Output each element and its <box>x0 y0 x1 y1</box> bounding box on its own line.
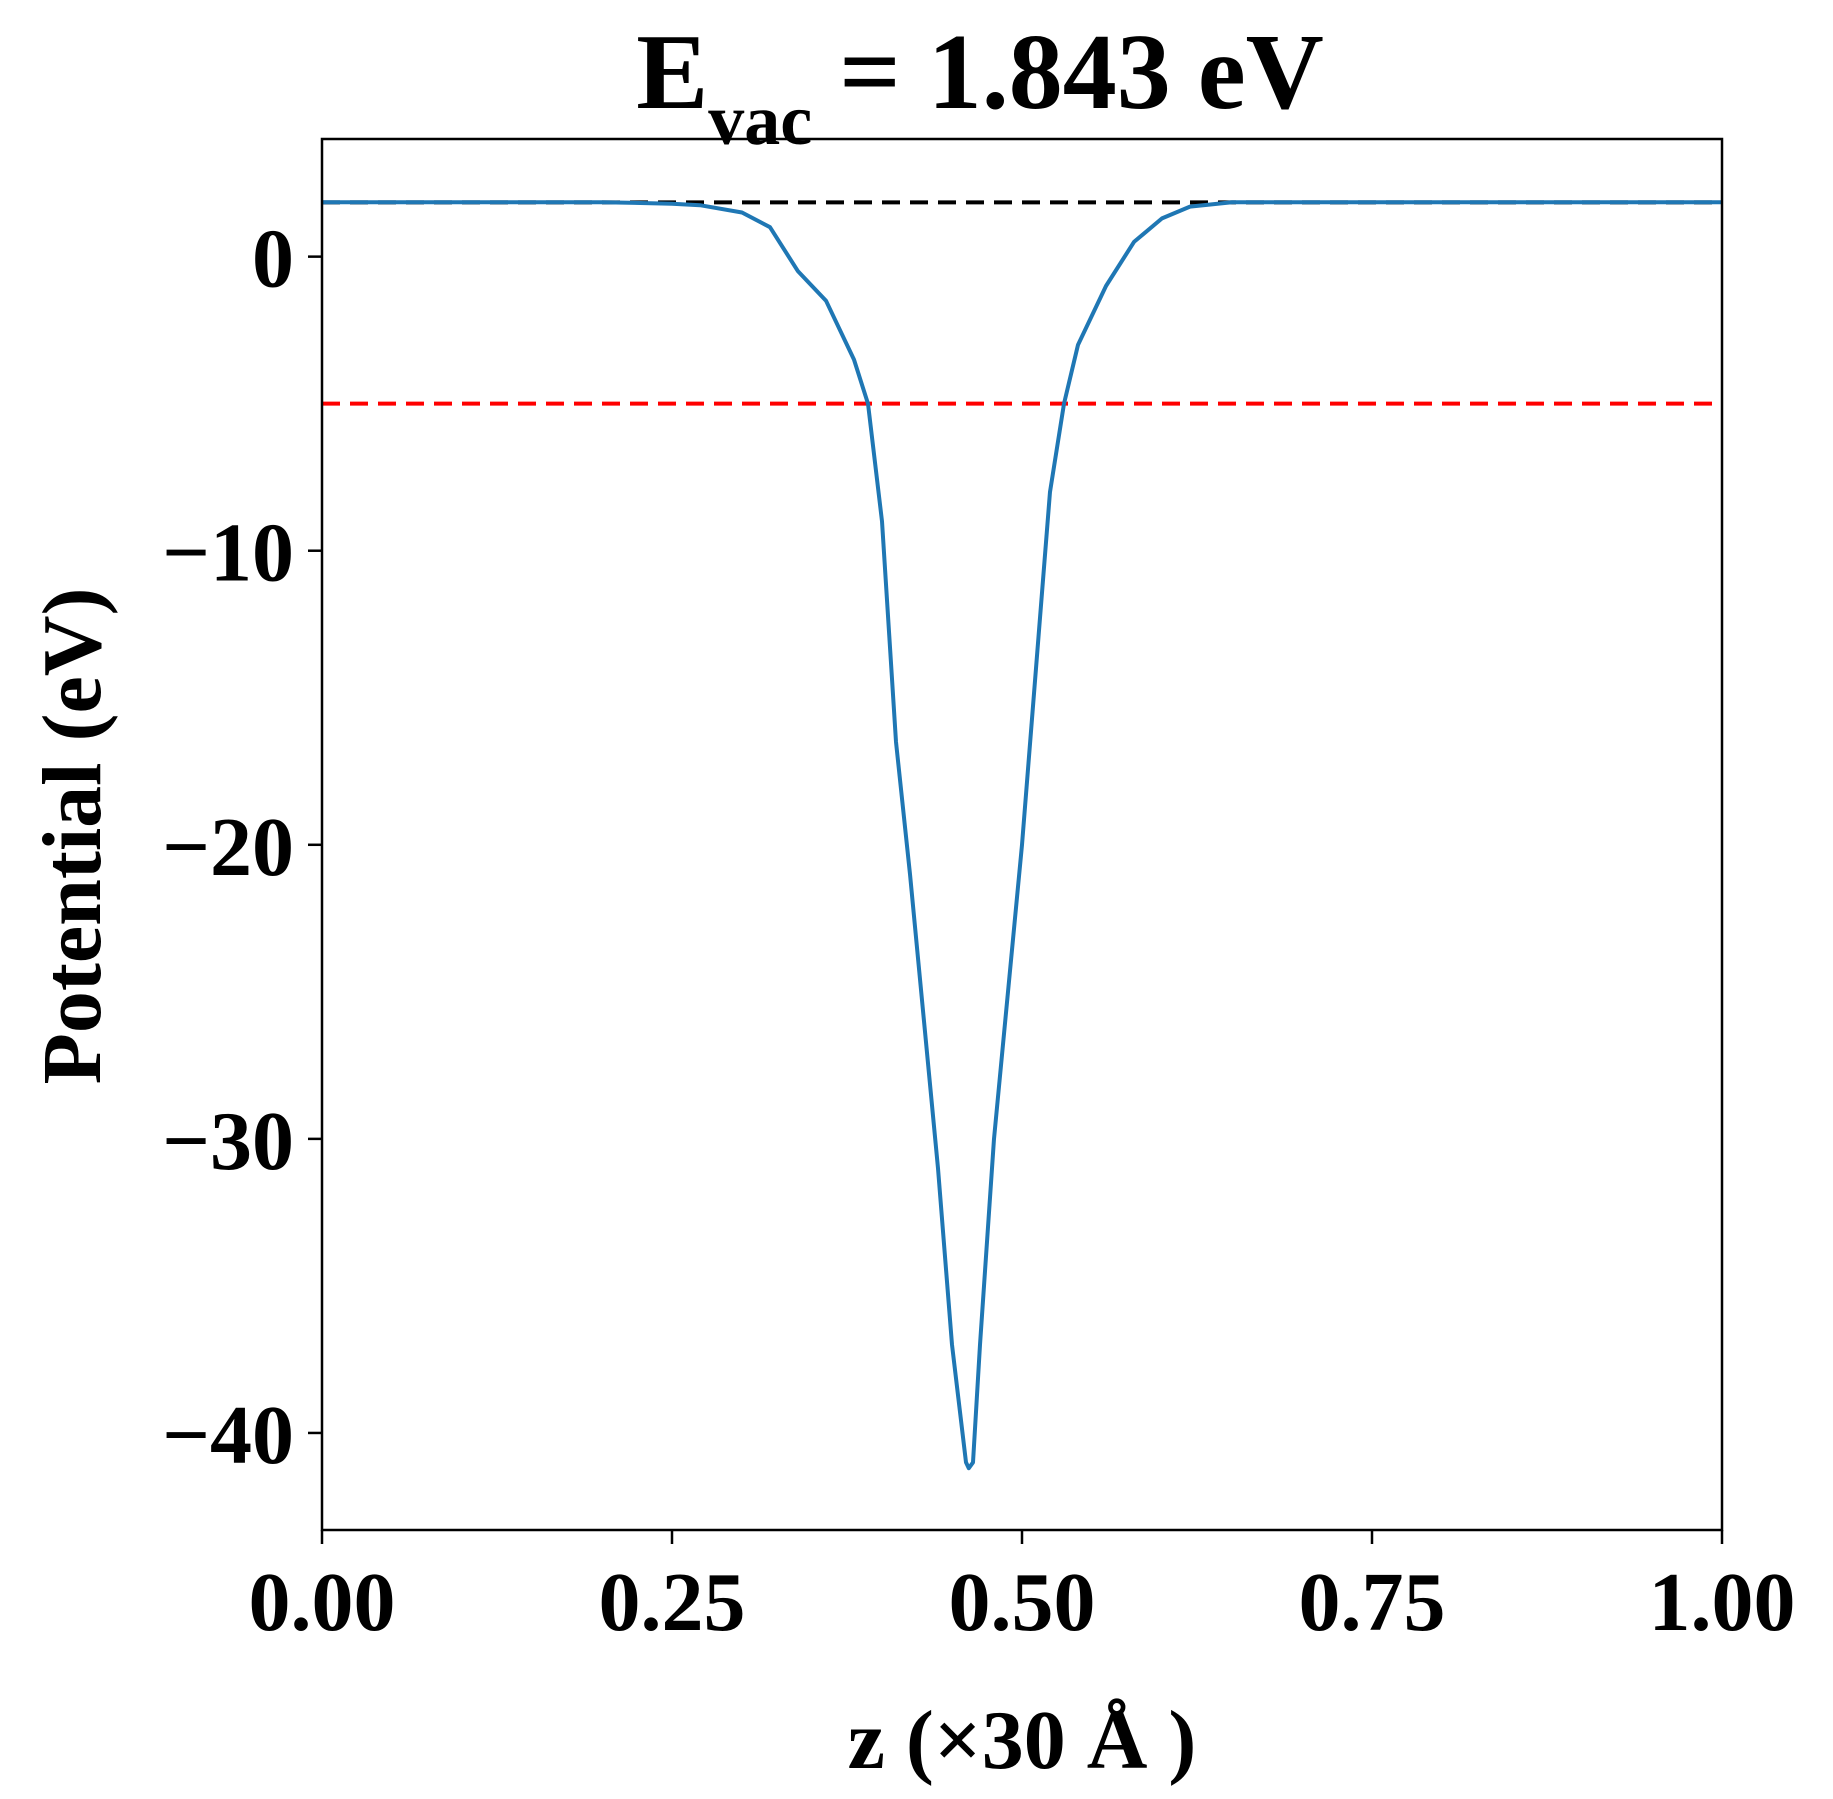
y-tick-label: −20 <box>162 801 294 894</box>
x-tick-label: 0.75 <box>1299 1556 1446 1649</box>
y-tick-label: −40 <box>162 1389 294 1482</box>
title-rest: = 1.843 eV <box>812 13 1323 132</box>
potential-series-line <box>322 200 1722 1471</box>
y-axis-label: Potential (eV) <box>26 588 119 1085</box>
x-tick-label: 0.50 <box>949 1556 1096 1649</box>
y-tick-label: −30 <box>162 1095 294 1188</box>
plot-area: 0.00 0.25 0.50 0.75 1.00 0 −10 −20 −30 −40 <box>162 137 1796 1649</box>
x-tick-label: 1.00 <box>1649 1556 1796 1649</box>
chart-title: Evac = 1.843 eV <box>636 13 1324 160</box>
y-tick-label: −10 <box>162 507 294 600</box>
title-subscript: vac <box>708 80 812 160</box>
x-axis-label: z (×30 Å ) <box>848 1694 1197 1787</box>
y-tick-label: 0 <box>252 213 294 306</box>
title-main: E <box>636 13 708 132</box>
x-tick-label: 0.25 <box>599 1556 746 1649</box>
x-tick-label: 0.00 <box>249 1556 396 1649</box>
